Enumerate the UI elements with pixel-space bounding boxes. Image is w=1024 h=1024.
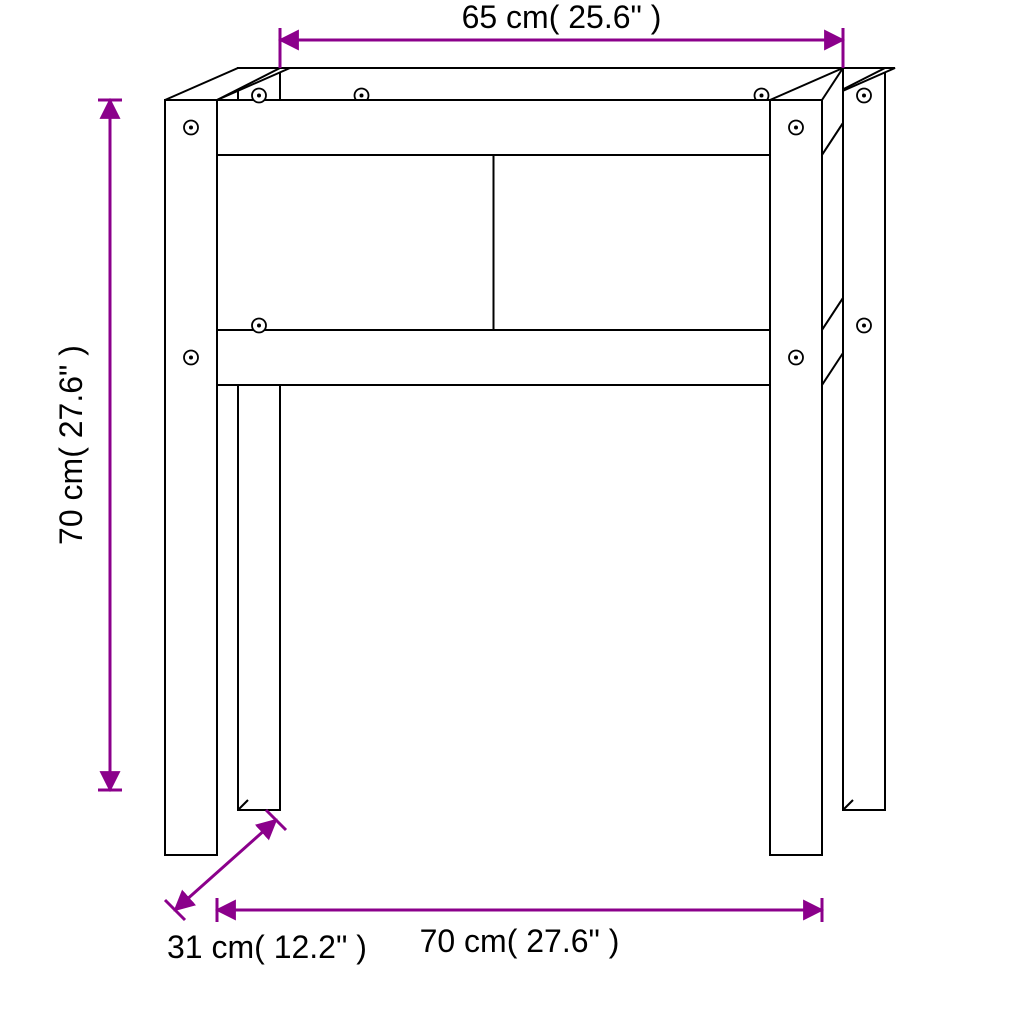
dim-label-depth: 31 cm( 12.2" ) (167, 929, 367, 965)
dim-label-bottom_width: 70 cm( 27.6" ) (420, 923, 620, 959)
planter-outline (165, 68, 895, 855)
dimension-diagram: 65 cm( 25.6" ) 70 cm( 27.6" ) 31 cm( 12.2"… (0, 0, 1024, 1024)
dim-label-top_inner: 65 cm( 25.6" ) (462, 0, 662, 35)
dim-label-left_height: 70 cm( 27.6" ) (53, 345, 89, 545)
